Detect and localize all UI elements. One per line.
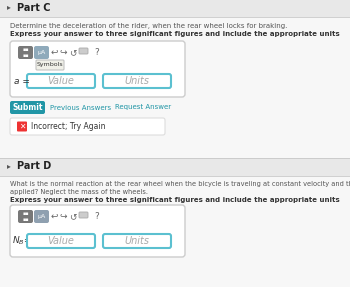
- FancyBboxPatch shape: [17, 121, 27, 131]
- FancyBboxPatch shape: [27, 234, 95, 248]
- FancyBboxPatch shape: [10, 118, 165, 135]
- Text: ↺: ↺: [69, 48, 77, 57]
- Text: ▸: ▸: [7, 3, 11, 11]
- FancyBboxPatch shape: [10, 101, 45, 114]
- Text: μA: μA: [37, 214, 46, 219]
- FancyBboxPatch shape: [18, 210, 33, 223]
- Bar: [0, 159, 350, 176]
- Bar: [0, 17, 350, 18]
- Bar: [0, 158, 350, 159]
- Text: ▪▪
▪▪: ▪▪ ▪▪: [22, 211, 29, 222]
- FancyBboxPatch shape: [10, 205, 185, 257]
- Text: Express your answer to three significant figures and include the appropriate uni: Express your answer to three significant…: [10, 197, 340, 203]
- Text: What is the normal reaction at the rear wheel when the bicycle is traveling at c: What is the normal reaction at the rear …: [10, 181, 350, 187]
- Bar: [0, 177, 350, 287]
- Text: Previous Answers: Previous Answers: [50, 104, 111, 110]
- Text: ↩: ↩: [50, 48, 58, 57]
- Text: ▸: ▸: [7, 162, 11, 170]
- Text: Submit: Submit: [12, 103, 43, 112]
- Text: μA: μA: [37, 50, 46, 55]
- Text: Units: Units: [125, 236, 149, 246]
- Bar: [0, 18, 350, 158]
- Text: ?: ?: [94, 212, 99, 221]
- Bar: [0, 0, 350, 17]
- Text: ▪▪
▪▪: ▪▪ ▪▪: [22, 47, 29, 58]
- Text: Express your answer to three significant figures and include the appropriate uni: Express your answer to three significant…: [10, 31, 340, 37]
- Text: Value: Value: [48, 77, 75, 86]
- Text: Value: Value: [48, 236, 75, 246]
- FancyBboxPatch shape: [36, 60, 64, 70]
- Text: =: =: [23, 236, 30, 245]
- Text: Part D: Part D: [17, 161, 51, 171]
- FancyBboxPatch shape: [27, 74, 95, 88]
- Text: ✕: ✕: [19, 122, 25, 131]
- FancyBboxPatch shape: [34, 210, 49, 223]
- Bar: [0, 176, 350, 177]
- Text: Incorrect; Try Again: Incorrect; Try Again: [31, 122, 105, 131]
- FancyBboxPatch shape: [103, 74, 171, 88]
- FancyBboxPatch shape: [18, 46, 33, 59]
- Text: Determine the deceleration of the rider, when the rear wheel locks for braking.: Determine the deceleration of the rider,…: [10, 23, 287, 29]
- Text: Request Answer: Request Answer: [115, 104, 171, 110]
- Text: ↩: ↩: [50, 212, 58, 221]
- Text: Part C: Part C: [17, 3, 50, 13]
- Text: ↪: ↪: [59, 48, 67, 57]
- FancyBboxPatch shape: [79, 212, 88, 218]
- FancyBboxPatch shape: [79, 48, 88, 54]
- Text: a =: a =: [14, 77, 30, 86]
- Text: ↺: ↺: [69, 212, 77, 221]
- Text: applied? Neglect the mass of the wheels.: applied? Neglect the mass of the wheels.: [10, 189, 148, 195]
- FancyBboxPatch shape: [34, 46, 49, 59]
- Text: ↪: ↪: [59, 212, 67, 221]
- Text: ?: ?: [94, 48, 99, 57]
- Text: Symbols: Symbols: [37, 62, 63, 67]
- Text: Units: Units: [125, 77, 149, 86]
- FancyBboxPatch shape: [103, 234, 171, 248]
- FancyBboxPatch shape: [10, 41, 185, 97]
- Text: $N_B$: $N_B$: [12, 235, 25, 247]
